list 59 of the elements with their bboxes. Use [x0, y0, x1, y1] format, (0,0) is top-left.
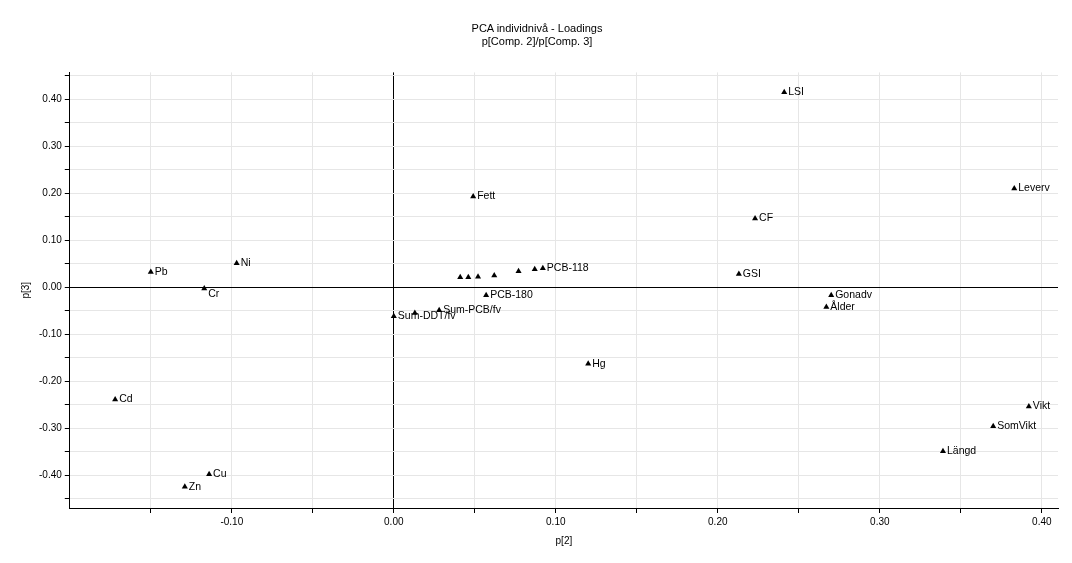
- y-tick-label: 0.30: [42, 139, 63, 151]
- x-tick-label: -0.10: [220, 515, 244, 527]
- point: [390, 312, 397, 319]
- data-label: Vikt: [1032, 399, 1051, 412]
- data-label: PCB-118: [546, 261, 589, 274]
- data-label: Hg: [592, 356, 606, 369]
- data-label: PCB-180: [490, 288, 533, 301]
- data-label: Fett: [477, 189, 496, 202]
- x-tick-label: 0.00: [384, 515, 404, 527]
- point: [233, 259, 240, 265]
- data-label: Zn: [188, 479, 202, 492]
- data-label: Ni: [240, 256, 251, 269]
- y-tick-label: -0.10: [39, 327, 63, 339]
- point: [206, 470, 213, 476]
- point: [1011, 184, 1018, 191]
- y-tick-label: -0.20: [39, 374, 63, 386]
- x-tick-label: 0.40: [1032, 515, 1052, 527]
- y-tick-label: 0.40: [42, 92, 63, 104]
- point: [939, 447, 947, 453]
- point: [823, 303, 830, 309]
- point: [990, 422, 997, 428]
- data-label: Längd: [946, 444, 977, 457]
- point: [539, 264, 546, 271]
- data-label: Gonadv: [835, 288, 873, 301]
- data-label: Ålder: [830, 299, 856, 312]
- point: [515, 267, 522, 273]
- y-tick-label: 0.10: [42, 233, 63, 245]
- point: [531, 265, 538, 272]
- data-label: Cd: [119, 392, 133, 405]
- x-tick-label: 0.10: [546, 515, 566, 527]
- data-label: Pb: [154, 265, 168, 277]
- x-axis-title: p[2]: [555, 534, 573, 546]
- point: [483, 291, 490, 297]
- data-label: LSI: [788, 85, 804, 98]
- y-tick-label: -0.30: [39, 421, 63, 433]
- point: [147, 268, 154, 274]
- data-label: Leverv: [1018, 181, 1051, 194]
- data-label: Cu: [213, 467, 227, 480]
- chart-subtitle: p[Comp. 2]/p[Comp. 3]: [481, 34, 593, 47]
- point: [457, 273, 464, 280]
- y-tick-label: 0.00: [42, 280, 63, 292]
- x-tick-label: 0.20: [708, 515, 728, 527]
- data-label: GSI: [742, 266, 761, 279]
- point: [201, 285, 208, 291]
- point: [735, 270, 742, 276]
- y-tick-label: -0.40: [39, 468, 63, 480]
- point: [781, 88, 788, 94]
- point: [475, 273, 482, 279]
- data-label: CF: [759, 211, 774, 224]
- y-axis-title: p[3]: [19, 281, 31, 299]
- y-tick-label: 0.20: [42, 186, 63, 198]
- point: [465, 273, 472, 280]
- point: [828, 291, 835, 297]
- chart-title: PCA individnivå - Loadings: [471, 21, 603, 34]
- x-tick-label: 0.30: [870, 515, 890, 527]
- point: [181, 483, 188, 489]
- point: [491, 271, 498, 278]
- data-label: SomVikt: [997, 419, 1037, 432]
- data-label: Cr: [208, 287, 220, 300]
